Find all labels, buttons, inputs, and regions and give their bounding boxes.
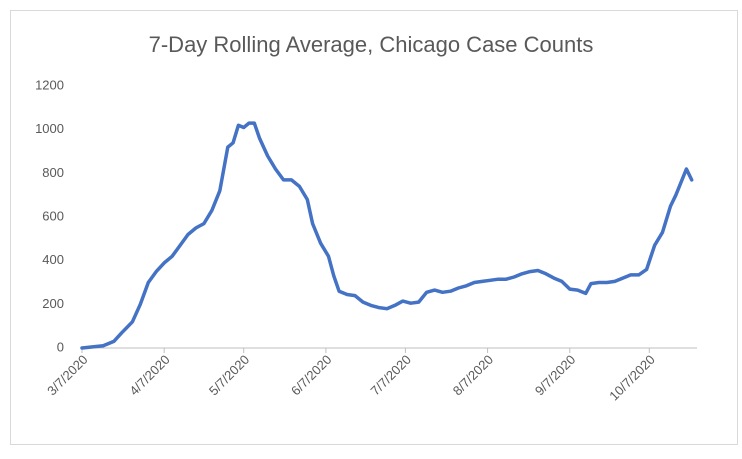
y-tick-label: 1000: [35, 121, 64, 136]
y-tick-label: 1200: [35, 77, 64, 92]
y-tick-label: 200: [42, 296, 64, 311]
y-tick-label: 800: [42, 165, 64, 180]
y-tick-label: 600: [42, 208, 64, 223]
chart-title: 7-Day Rolling Average, Chicago Case Coun…: [149, 32, 594, 57]
y-tick-label: 400: [42, 252, 64, 267]
chart-border: [10, 10, 738, 445]
data-line: [80, 121, 694, 350]
y-tick-label: 0: [57, 339, 64, 354]
